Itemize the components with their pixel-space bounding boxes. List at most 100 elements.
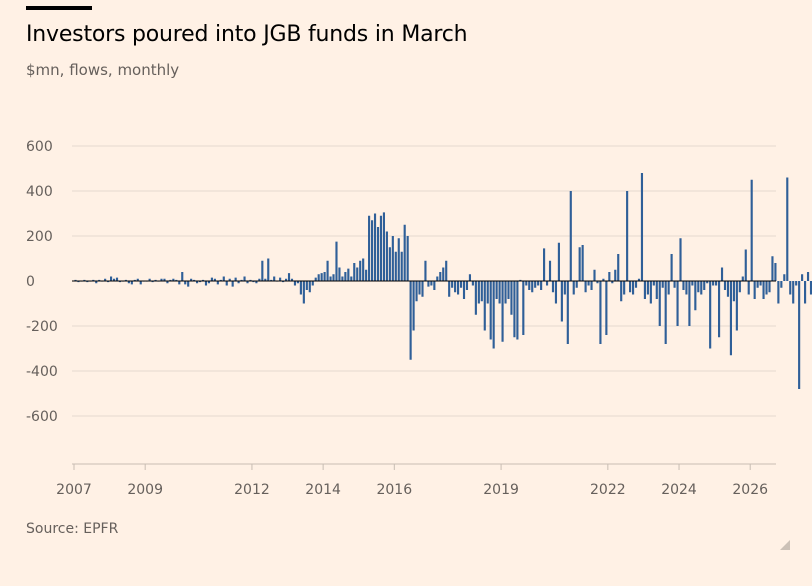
bar xyxy=(379,215,383,281)
bar xyxy=(718,281,721,338)
bar xyxy=(560,281,563,322)
bar xyxy=(703,281,706,290)
bar xyxy=(273,276,276,281)
bar xyxy=(652,281,655,286)
bar xyxy=(279,277,282,282)
bar xyxy=(166,281,169,284)
bar xyxy=(634,281,638,288)
bar xyxy=(516,281,519,340)
bar xyxy=(344,272,347,281)
bar xyxy=(451,281,454,288)
bar xyxy=(706,281,709,284)
bar xyxy=(507,281,510,299)
bar xyxy=(151,281,154,283)
bar xyxy=(747,281,750,295)
bar xyxy=(258,278,261,281)
bar xyxy=(178,281,181,285)
bar xyxy=(563,281,566,295)
bar xyxy=(368,215,371,281)
bar xyxy=(554,281,558,304)
bar xyxy=(798,281,801,389)
bar xyxy=(196,281,199,284)
bar xyxy=(676,281,679,326)
bar xyxy=(806,272,810,281)
bar xyxy=(581,245,584,281)
bar xyxy=(284,278,288,281)
bar xyxy=(436,276,439,281)
bar xyxy=(700,281,703,295)
bar xyxy=(525,281,528,286)
bar xyxy=(543,248,546,282)
bar xyxy=(545,281,549,286)
bar xyxy=(528,281,531,290)
bar xyxy=(486,281,489,304)
bar xyxy=(267,258,270,281)
bar xyxy=(228,278,231,281)
bar xyxy=(715,281,718,286)
bar xyxy=(709,281,712,349)
bar xyxy=(465,281,469,290)
bar xyxy=(225,281,228,286)
x-tick-label: 2012 xyxy=(234,482,270,498)
bar xyxy=(566,281,569,344)
bar xyxy=(323,272,326,281)
bar xyxy=(104,278,107,281)
bar xyxy=(169,279,172,282)
bar xyxy=(640,173,644,281)
bar xyxy=(403,224,406,281)
bar xyxy=(213,278,216,281)
bar xyxy=(240,279,243,282)
bar xyxy=(107,281,110,283)
bar xyxy=(691,281,694,286)
bar xyxy=(590,281,593,290)
bar xyxy=(448,281,451,297)
bar xyxy=(620,281,623,302)
bar xyxy=(154,279,157,282)
bar xyxy=(732,281,735,302)
bar xyxy=(290,278,294,281)
y-tick-label: 400 xyxy=(26,184,53,200)
bar xyxy=(373,213,377,281)
bar xyxy=(237,281,240,284)
bar xyxy=(646,281,649,295)
bar xyxy=(356,267,359,281)
bar xyxy=(341,276,344,281)
bar xyxy=(513,281,516,338)
bar xyxy=(723,281,727,290)
bar xyxy=(193,279,196,282)
bar xyxy=(575,281,578,288)
bar xyxy=(629,281,632,293)
bar xyxy=(661,281,664,288)
bar xyxy=(454,281,457,293)
bar xyxy=(359,260,362,281)
bar xyxy=(385,231,388,281)
bar xyxy=(293,281,297,286)
bar xyxy=(578,247,581,281)
bar xyxy=(655,281,658,299)
bar xyxy=(394,251,397,281)
bar xyxy=(391,236,394,281)
bar xyxy=(569,191,572,281)
bar xyxy=(471,281,474,286)
bar xyxy=(501,281,504,342)
bar xyxy=(643,281,646,299)
bar xyxy=(317,274,320,281)
bar xyxy=(649,281,652,304)
bar xyxy=(427,281,430,287)
bar xyxy=(332,274,335,281)
bar xyxy=(534,281,537,288)
bar xyxy=(531,281,534,293)
bar xyxy=(388,247,391,281)
bar xyxy=(77,281,80,283)
bar xyxy=(433,281,436,290)
bar xyxy=(673,281,676,288)
bar xyxy=(98,279,101,282)
bar xyxy=(261,260,264,281)
bar xyxy=(614,269,617,281)
brand-bar xyxy=(26,6,92,10)
bar xyxy=(738,281,741,293)
bar xyxy=(86,281,89,283)
bar xyxy=(457,281,460,295)
bar xyxy=(445,260,448,281)
bar xyxy=(314,277,317,282)
